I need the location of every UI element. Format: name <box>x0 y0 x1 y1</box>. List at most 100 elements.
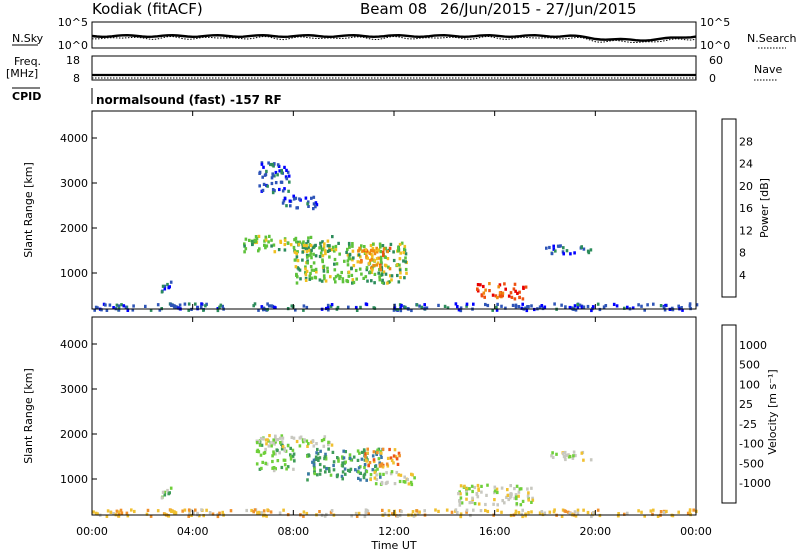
heatmap-cell <box>285 204 288 208</box>
heatmap-cell <box>289 455 293 459</box>
heatmap-cell <box>156 509 160 513</box>
heatmap-cell <box>145 512 149 516</box>
heatmap-cell <box>304 271 307 275</box>
heatmap-cell <box>273 250 277 254</box>
velocity-panel-frame <box>91 316 697 516</box>
heatmap-cell <box>483 295 486 299</box>
heatmap-cell <box>677 510 680 514</box>
heatmap-cell <box>378 268 381 272</box>
heatmap-cell <box>515 502 519 506</box>
nave-tick-top: 60 <box>709 54 723 67</box>
heatmap-cell <box>392 250 395 254</box>
heatmap-cell <box>271 162 274 167</box>
heatmap-cell <box>501 291 505 295</box>
heatmap-cell <box>386 281 389 285</box>
heatmap-cell <box>517 490 521 494</box>
heatmap-cell <box>323 514 327 518</box>
heatmap-cell <box>358 451 361 455</box>
heatmap-cell <box>373 259 376 263</box>
velocity-y-axis: 1000 2000 3000 4000 <box>60 338 97 486</box>
heatmap-cell <box>346 253 350 257</box>
heatmap-cell <box>471 496 474 500</box>
heatmap-cell <box>318 254 322 259</box>
heatmap-cell <box>365 459 369 463</box>
heatmap-cell <box>281 445 285 449</box>
heatmap-cell <box>318 456 322 460</box>
heatmap-cell <box>302 514 305 518</box>
heatmap-cell <box>513 297 517 301</box>
heatmap-cell <box>292 197 296 201</box>
heatmap-cell <box>265 442 268 446</box>
heatmap-cell <box>92 510 95 514</box>
heatmap-cell <box>366 256 369 260</box>
heatmap-cell <box>211 512 215 516</box>
heatmap-cell <box>651 512 654 516</box>
colorbar-tick-label: 25 <box>739 398 753 411</box>
heatmap-cell <box>522 286 525 290</box>
heatmap-cell <box>291 448 295 452</box>
heatmap-cell <box>482 284 485 289</box>
colorbar-tick-label: 20 <box>739 180 753 193</box>
heatmap-cell <box>125 511 129 515</box>
heatmap-cell <box>389 456 393 460</box>
heatmap-cell <box>372 459 376 464</box>
heatmap-cell <box>112 306 115 310</box>
heatmap-cell <box>500 304 503 308</box>
heatmap-cell <box>561 508 565 512</box>
heatmap-cell <box>296 275 299 279</box>
heatmap-cell <box>500 510 503 514</box>
heatmap-cell <box>454 302 458 306</box>
heatmap-cell <box>308 274 312 278</box>
heatmap-cell <box>309 243 313 248</box>
heatmap-cell <box>582 305 586 309</box>
heatmap-cell <box>283 463 287 467</box>
heatmap-cell <box>500 486 504 490</box>
heatmap-cell <box>398 268 402 272</box>
heatmap-cell <box>390 274 394 278</box>
heatmap-cell <box>375 257 379 261</box>
heatmap-cell <box>178 303 182 307</box>
heatmap-cell <box>274 440 277 444</box>
heatmap-cell <box>320 279 324 283</box>
heatmap-cell <box>312 202 316 206</box>
heatmap-cell <box>404 252 408 256</box>
heatmap-cell <box>476 287 479 291</box>
heatmap-cell <box>376 261 380 265</box>
heatmap-cell <box>359 255 362 259</box>
colorbar-tick-label: 24 <box>739 158 753 171</box>
heatmap-cell <box>548 245 551 250</box>
heatmap-cell <box>312 195 316 199</box>
heatmap-cell <box>292 245 296 250</box>
heatmap-cell <box>359 471 362 475</box>
heatmap-cell <box>319 251 323 255</box>
heatmap-cell <box>445 508 449 512</box>
heatmap-cell <box>517 494 520 498</box>
y-tick-label: 4000 <box>60 338 88 351</box>
heatmap-cell <box>243 244 246 248</box>
heatmap-cell <box>348 253 352 257</box>
heatmap-cell <box>367 512 370 516</box>
heatmap-cell <box>312 252 315 256</box>
heatmap-cell <box>476 483 480 488</box>
heatmap-cell <box>331 450 335 454</box>
heatmap-cell <box>381 465 385 469</box>
heatmap-cell <box>400 241 404 245</box>
heatmap-cell <box>574 454 577 458</box>
heatmap-cell <box>119 508 123 512</box>
heatmap-cell <box>459 515 463 519</box>
heatmap-cell <box>293 258 297 262</box>
heatmap-cell <box>352 256 355 260</box>
heatmap-cell <box>196 511 199 515</box>
heatmap-cell <box>516 291 519 295</box>
heatmap-cell <box>279 240 283 244</box>
heatmap-cell <box>188 512 191 516</box>
heatmap-cell <box>569 306 573 310</box>
heatmap-cell <box>305 253 309 257</box>
heatmap-cell <box>553 508 556 512</box>
x-tick-label: 20:00 <box>579 525 611 538</box>
heatmap-cell <box>513 496 516 500</box>
heatmap-cell <box>459 492 462 496</box>
heatmap-cell <box>263 450 267 455</box>
heatmap-cell <box>169 280 173 284</box>
heatmap-cell <box>327 467 331 471</box>
